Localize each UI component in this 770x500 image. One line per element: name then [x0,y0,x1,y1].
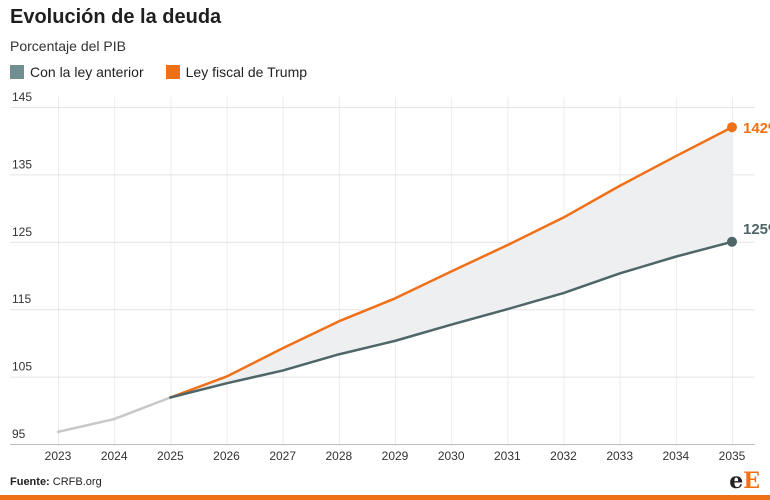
y-tick-label-115: 115 [12,292,31,306]
x-tick-label-2026: 2026 [213,449,240,463]
x-tick-label-2029: 2029 [382,449,409,463]
x-tick-label-2028: 2028 [325,449,352,463]
chart-subtitle: Porcentaje del PIB [10,38,126,54]
x-tick-label-2027: 2027 [269,449,296,463]
x-tick-label-2034: 2034 [662,449,689,463]
logo-upper: E [743,468,760,494]
source-label: Fuente: [10,476,50,488]
legend-item-trump-law: Ley fiscal de Trump [165,64,308,80]
series-line-previous-law [169,240,734,399]
x-tick-label-2023: 2023 [45,449,72,463]
source-note: Fuente: CRFB.org [10,476,102,488]
end-point-trump-law [727,122,737,133]
x-tick-label-2030: 2030 [438,449,465,463]
x-tick-label-2031: 2031 [494,449,521,463]
debt-line-chart: 95 105 115 125 135 145 2023 2024 2025 2026 2027 202… [10,90,770,463]
end-label-previous-law: 125% [743,221,770,238]
legend-swatch-trump-law [165,65,180,79]
legend-item-previous-law: Con la ley anterior [10,64,144,80]
chart-title: Evolución de la deuda [10,6,222,28]
y-tick-label-105: 105 [12,360,32,374]
end-label-trump-law: 142% [743,120,770,137]
y-tick-label-125: 125 [12,225,32,239]
legend: Con la ley anterior Ley fiscal de Trump [10,64,329,80]
publisher-logo: eE [729,468,760,494]
x-tick-label-2032: 2032 [550,449,577,463]
y-tick-label-145: 145 [12,90,32,104]
legend-swatch-previous-law [10,65,24,79]
source-value: CRFB.org [52,476,102,488]
x-tick-label-2035: 2035 [719,449,746,463]
x-tick-label-2033: 2033 [606,449,633,463]
legend-label-trump-law: Ley fiscal de Trump [185,64,308,80]
end-point-previous-law [727,236,737,247]
x-tick-label-2024: 2024 [101,449,128,463]
series-line-trump-law [169,125,734,399]
bottom-accent-bar [0,495,770,500]
logo-lower: e [729,468,744,494]
policy-gap-area [170,127,733,398]
y-tick-label-95: 95 [12,427,26,441]
y-tick-label-135: 135 [12,157,32,171]
legend-label-previous-law: Con la ley anterior [30,64,144,80]
x-tick-label-2025: 2025 [157,449,184,463]
historical-line [56,396,172,434]
